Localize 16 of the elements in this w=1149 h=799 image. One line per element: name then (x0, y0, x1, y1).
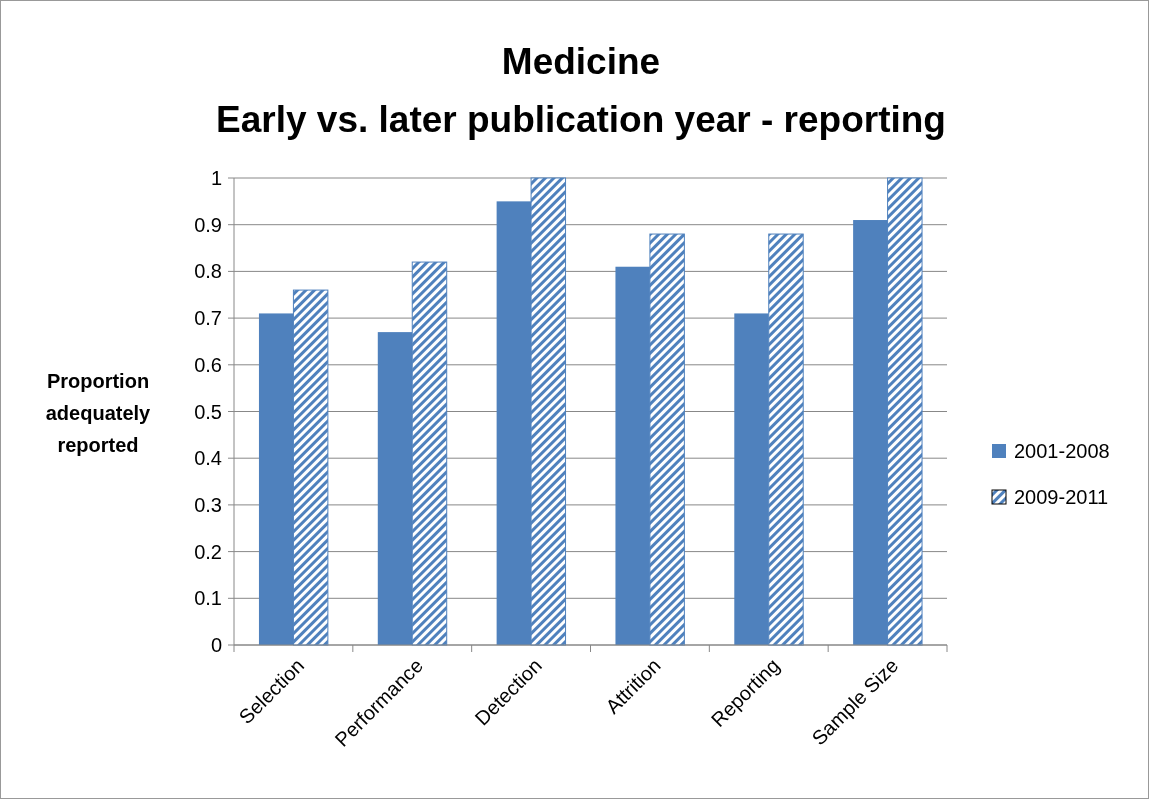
legend-label: 2001-2008 (1014, 440, 1110, 462)
y-tick-label: 0.8 (194, 260, 222, 283)
y-tick-label: 0.9 (194, 213, 222, 236)
y-tick-label: 0.6 (194, 353, 222, 376)
chart-title: Medicine (501, 41, 661, 82)
y-tick-label: 0 (210, 634, 222, 656)
y-axis-title: Proportion adequately reported (45, 370, 152, 456)
y-tick-label: 0.4 (194, 447, 222, 470)
y-tick-label: 0.7 (194, 307, 222, 330)
legend-label: 2009-2011 (1014, 486, 1109, 508)
y-tick-label: 1 (210, 167, 222, 189)
y-tick-label: 0.5 (194, 400, 222, 423)
y-tick-label: 0.1 (194, 587, 222, 610)
chart-subtitle: Early vs. later publication year - reporting (216, 99, 946, 140)
y-tick-label: 0.3 (194, 493, 222, 516)
y-tick-label: 0.2 (194, 540, 222, 563)
